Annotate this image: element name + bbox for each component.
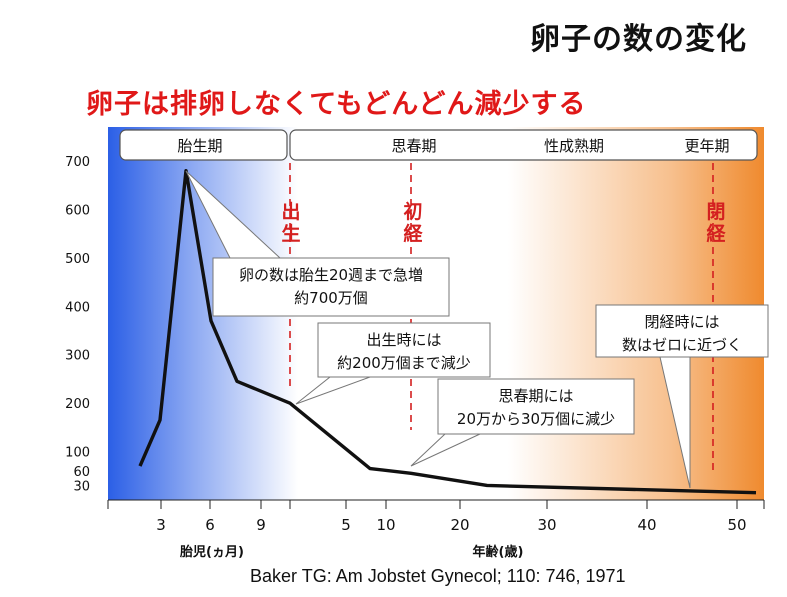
y-tick-label: 60 [73, 465, 90, 480]
callout-box [317, 322, 491, 378]
y-tick-label: 300 [65, 349, 90, 364]
callout-box [212, 257, 450, 317]
x-tick-label: 20 [450, 516, 469, 534]
x-segment-label-fetal: 胎児(ヵ月) [180, 544, 244, 560]
x-tick-label: 30 [537, 516, 556, 534]
y-tick-label: 400 [65, 300, 90, 315]
x-axis-ticks: 3 6 9 5 10 20 30 40 50 [107, 500, 765, 534]
callout-text: 卵の数は胎生20週まで急増 [239, 266, 423, 284]
period-label-fetal: 胎生期 [177, 137, 222, 155]
period-label-maturity: 性成熟期 [544, 137, 604, 155]
period-label-puberty: 思春期 [391, 137, 436, 155]
y-tick-label: 30 [73, 479, 90, 494]
callout-box [437, 378, 635, 435]
y-tick-label: 700 [65, 155, 90, 170]
callout-text: 数はゼロに近づく [622, 336, 742, 354]
y-tick-label: 500 [65, 252, 90, 267]
x-tick-label: 9 [256, 516, 266, 534]
marker-label-char: 経 [706, 222, 726, 245]
period-bar-fetal [119, 129, 288, 161]
x-tick-label: 40 [637, 516, 656, 534]
x-segment-label-age: 年齢(歳) [473, 544, 524, 560]
callout-box [595, 304, 769, 358]
x-tick-label: 5 [341, 516, 351, 534]
y-tick-label: 100 [65, 446, 90, 461]
marker-label-char: 初 [403, 200, 422, 223]
callout-text: 20万から30万個に減少 [457, 410, 615, 428]
marker-label-char: 出 [281, 200, 300, 223]
callout-text: 閉経時には [644, 313, 719, 331]
x-tick-label: 10 [376, 516, 395, 534]
marker-label-char: 閉 [706, 201, 725, 223]
citation: Baker TG: Am Jobstet Gynecol; 110: 746, … [250, 566, 626, 586]
callout-text: 出生時には [366, 331, 441, 349]
page-subtitle: 卵子は排卵しなくてもどんどん減少する [86, 89, 587, 120]
page-title: 卵子の数の変化 [530, 22, 747, 57]
x-tick-label: 3 [156, 516, 166, 534]
period-bar-postnatal [289, 129, 758, 161]
period-label-menopause: 更年期 [684, 137, 729, 155]
ovum-count-line [138, 168, 757, 495]
x-tick-label: 50 [727, 516, 746, 534]
marker-label-char: 生 [281, 222, 300, 245]
x-tick-label: 6 [205, 516, 215, 534]
y-tick-label: 600 [65, 203, 90, 218]
callout-text: 約700万個 [294, 289, 368, 307]
callout-text: 思春期には [498, 387, 573, 405]
y-tick-label: 200 [65, 397, 90, 412]
callout-text: 約200万個まで減少 [337, 354, 471, 372]
marker-label-char: 経 [403, 222, 423, 245]
